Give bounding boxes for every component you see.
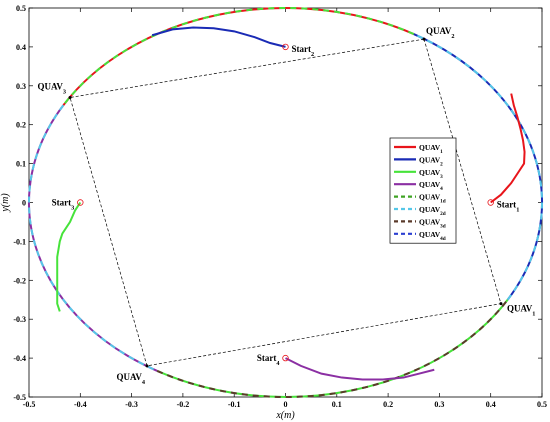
- y-tick-label: 0.4: [16, 43, 26, 52]
- start-label-3: Start3: [52, 198, 75, 212]
- x-tick-label: 0.3: [434, 400, 444, 409]
- legend-label-4: QUAV4: [419, 180, 443, 192]
- x-tick-label: 0.1: [332, 400, 342, 409]
- x-tick-label: -0.3: [125, 400, 138, 409]
- circle-arc-dashed: [28, 104, 158, 372]
- y-tick-label: 0: [22, 199, 26, 208]
- trajectory-2: [151, 26, 286, 48]
- y-axis-label: y(m): [0, 193, 11, 213]
- start-marker: [487, 199, 494, 206]
- vertex-marker: [145, 364, 149, 368]
- y-tick-label: -0.1: [13, 237, 26, 246]
- y-tick-label: 0.3: [16, 82, 26, 91]
- x-tick-label: 0.2: [383, 400, 393, 409]
- y-tick-label: -0.2: [13, 276, 26, 285]
- axis-ticks: -0.5 -0.4 -0.3 -0.2 -0.1 0 0.1 0.2 0.3 0.4 0.5 0.5 0…: [13, 4, 547, 409]
- vertex-label-1: QUAV1: [507, 304, 535, 318]
- vertex-label-4: QUAV4: [116, 372, 145, 386]
- y-tick-label: 0.1: [16, 160, 26, 169]
- vertex-marker: [422, 37, 426, 41]
- trajectory-4: [285, 357, 435, 381]
- legend: QUAV1QUAV2QUAV3QUAV4QUAV1dQUAV2dQUAV3dQU…: [389, 137, 457, 244]
- start-label-4: Start4: [257, 353, 281, 367]
- x-tick-label: 0.5: [537, 400, 547, 409]
- legend-label-1: QUAV1: [419, 143, 443, 155]
- plot-frame: [28, 7, 543, 398]
- x-tick-label: 0: [284, 400, 288, 409]
- legend-label-1d: QUAV1d: [419, 193, 446, 205]
- y-tick-label: -0.5: [13, 393, 26, 402]
- legend-label-4d: QUAV4d: [419, 230, 446, 242]
- x-tick-label: -0.1: [228, 400, 241, 409]
- start-marker: [77, 199, 84, 206]
- reference-circle: [28, 7, 543, 398]
- start-points: Start1 Start2 Start3 Start4: [52, 43, 520, 367]
- circle-arc-dashed: [413, 33, 543, 301]
- trajectories: [56, 26, 526, 381]
- circle-arc-dashed: [156, 299, 509, 398]
- y-tick-label: -0.3: [13, 315, 26, 324]
- vertex-label-2: QUAV2: [426, 26, 455, 40]
- circle-arc-dashed: [62, 7, 415, 106]
- vertex-marker: [68, 95, 72, 99]
- x-tick-label: 0.4: [486, 400, 496, 409]
- y-tick-label: 0.2: [16, 121, 26, 130]
- y-tick-label: -0.4: [13, 354, 26, 363]
- x-tick-label: -0.2: [177, 400, 190, 409]
- legend-box: [389, 137, 457, 244]
- legend-label-3: QUAV3: [419, 168, 443, 180]
- x-tick-label: -0.4: [74, 400, 87, 409]
- legend-label-2: QUAV2: [419, 155, 443, 167]
- legend-label-3d: QUAV3d: [419, 217, 446, 229]
- vertex-marker: [499, 302, 503, 306]
- start-marker: [282, 354, 289, 362]
- legend-label-2d: QUAV2d: [419, 205, 446, 217]
- vertex-label-3: QUAV3: [38, 81, 67, 95]
- x-axis-label: x(m): [275, 410, 295, 421]
- trajectory-1: [490, 93, 526, 204]
- y-tick-label: 0.5: [16, 4, 26, 13]
- plot-border: [28, 7, 543, 398]
- start-label-1: Start1: [497, 200, 520, 214]
- start-marker: [282, 43, 289, 51]
- trajectory-3: [56, 201, 82, 312]
- start-label-2: Start2: [292, 44, 315, 58]
- x-tick-label: -0.5: [23, 400, 36, 409]
